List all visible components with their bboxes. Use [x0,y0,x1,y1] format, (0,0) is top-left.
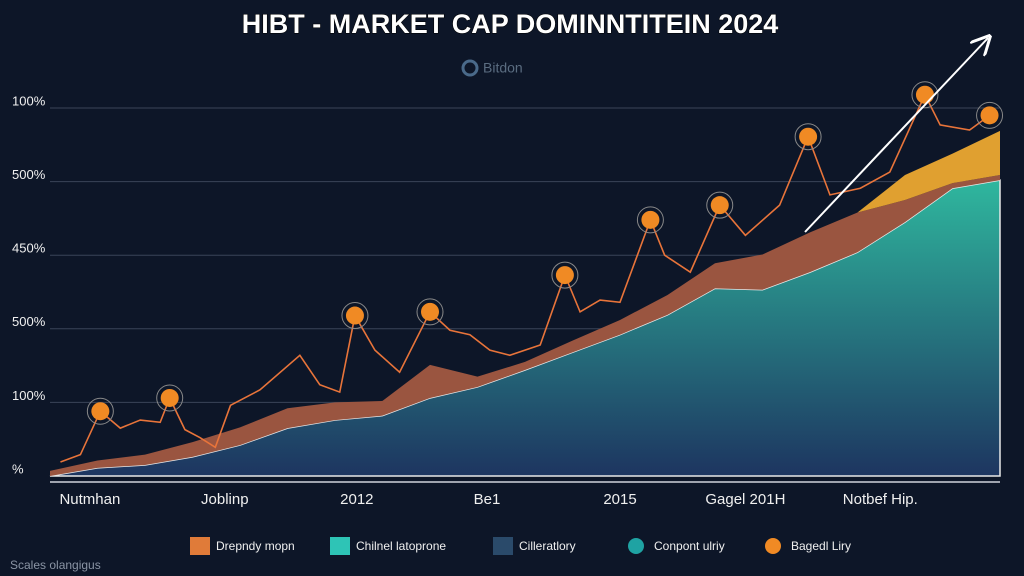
marker [345,306,364,325]
legend-swatch [765,538,781,554]
legend-label: Chilnel latoprone [356,539,446,553]
legend-label: Cilleratlory [519,539,576,553]
legend-swatch [628,538,644,554]
line [60,92,991,463]
marker [980,106,999,125]
x-tick-label: Nutmhan [59,491,120,508]
x-tick-label: Be1 [474,491,501,508]
marker [421,302,439,321]
marker [915,85,934,104]
y-tick-label: 450% [12,241,46,256]
marker [555,266,574,285]
marker-ring [341,302,369,330]
x-tick-label: 2012 [340,491,373,508]
x-tick-label: Gagel 201H [705,491,785,508]
watermark: Bitdon [483,60,523,76]
marker-ring [911,81,939,109]
y-tick-label: 500% [12,314,46,329]
legend-swatch [190,537,210,555]
marker [160,388,179,407]
marker-ring [706,191,734,219]
area-band [50,174,1000,476]
legend-label: Drepndy mopn [216,539,295,553]
legend-swatch [330,537,350,555]
marker-ring [86,397,114,425]
legend-label: Conpont ulriy [654,539,725,553]
marker [641,210,660,229]
marker-ring [156,384,184,412]
marker [91,402,110,421]
x-tick-label: Joblinp [201,491,249,508]
trend-arrow [804,38,988,233]
y-tick-label: 100% [12,388,46,403]
legend-swatch [493,537,513,555]
marker-ring [551,261,579,289]
y-tick-label: % [12,461,24,476]
y-tick-label: 100% [12,93,46,108]
footer: Scales olangigus [10,558,101,572]
marker-ring [636,206,664,234]
y-tick-label: 500% [12,167,46,182]
plot: % 100% 500% 450% 500% 100% Nutmhan Joblinp 2012 B… [12,81,1004,508]
legend-label: Bagedl Liry [791,539,851,553]
marker [799,127,818,146]
marker-ring [794,123,822,151]
marker-ring [416,298,444,326]
chart-title: HIBT - MARKET CAP DOMINNTITEIN 2024 [242,9,779,39]
x-tick-label: Notbef Hip. [843,491,918,508]
marker-ring [976,101,1004,129]
watermark-icon [461,59,479,77]
x-tick-label: 2015 [603,491,636,508]
marker [710,196,729,215]
